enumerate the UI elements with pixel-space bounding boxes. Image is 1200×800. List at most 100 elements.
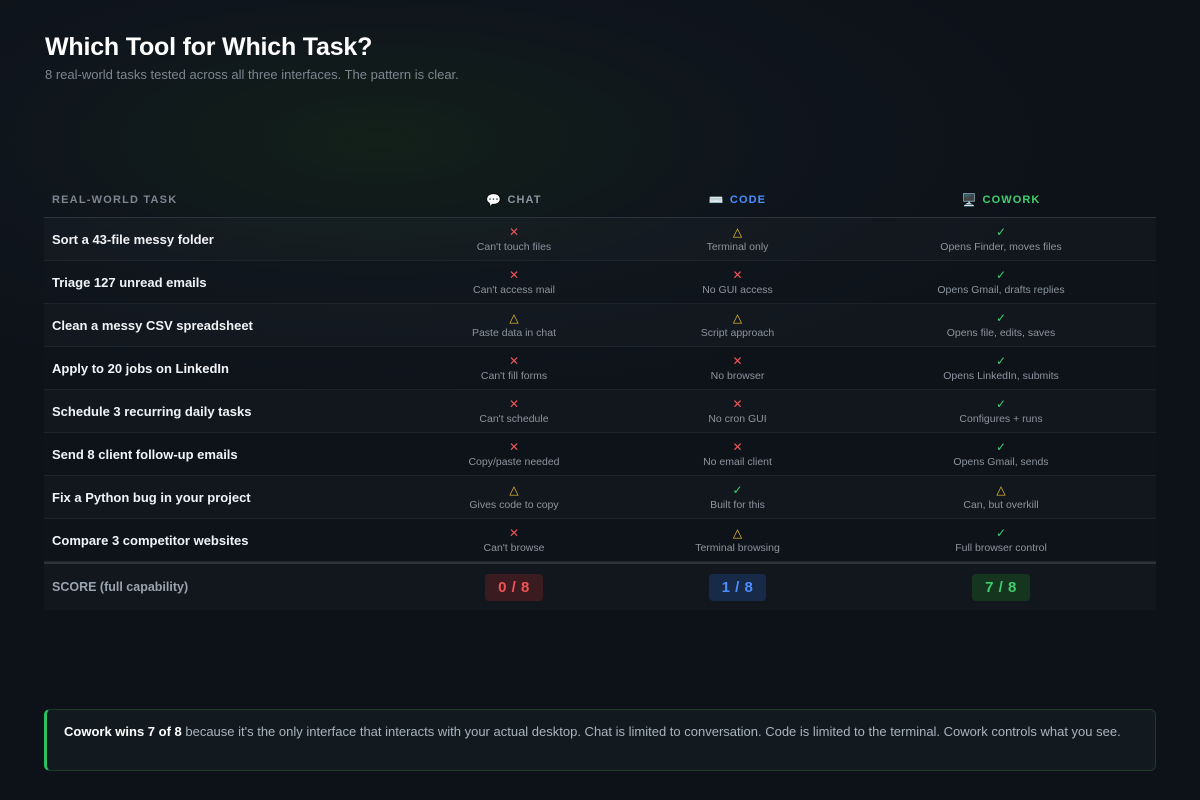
header-chat-label: CHAT (507, 193, 542, 206)
task-label: Apply to 20 jobs on LinkedIn (52, 360, 229, 376)
table-row: Compare 3 competitor websites ✕ Can't brow… (44, 519, 1156, 562)
cross-icon: ✕ (508, 353, 520, 368)
cell-note: Built for this (710, 498, 765, 511)
check-icon: ✓ (732, 482, 743, 497)
cell-note: Gives code to copy (469, 498, 559, 511)
header-code: ⌨️ CODE (629, 193, 846, 207)
cell-chat: △ Paste data in chat (399, 312, 629, 339)
warning-triangle-icon: △ (996, 482, 1006, 497)
check-icon: ✓ (995, 396, 1007, 411)
cell-code: ✕ No GUI access (629, 269, 846, 296)
cell-chat: ✕ Can't access mail (399, 269, 629, 296)
keyboard-icon: ⌨️ (708, 192, 725, 207)
page-title: Which Tool for Which Task? (45, 33, 373, 61)
cell-note: Can't fill forms (480, 369, 548, 382)
cell-chat: ✕ Copy/paste needed (399, 441, 629, 468)
table-row: Schedule 3 recurring daily tasks ✕ Can't s… (44, 390, 1156, 433)
summary-callout: Cowork wins 7 of 8 because it's the only… (44, 709, 1156, 771)
cell-chat: ✕ Can't touch files (399, 226, 629, 253)
table-row: Triage 127 unread emails ✕ Can't access ma… (44, 261, 1156, 304)
score-row: SCORE (full capability) 0 / 8 1 / 8 7 / … (44, 562, 1156, 610)
table-row: Clean a messy CSV spreadsheet △ Paste data… (44, 304, 1156, 347)
cell-cowork: ✓ Opens Finder, moves files (846, 226, 1156, 253)
table-row: Sort a 43-file messy folder ✕ Can't touch … (44, 218, 1156, 261)
header-cowork-label: COWORK (982, 193, 1041, 206)
cell-note: Full browser control (955, 541, 1047, 554)
score-cell-code: 1 / 8 (629, 573, 846, 601)
header-chat: 💬 CHAT (399, 193, 629, 207)
warning-triangle-icon: △ (509, 310, 519, 325)
cell-note: Script approach (700, 326, 775, 339)
warning-triangle-icon: △ (732, 525, 743, 540)
score-cell-cowork: 7 / 8 (846, 573, 1156, 601)
task-label: Send 8 client follow-up emails (52, 446, 238, 462)
cell-note: Can, but overkill (963, 498, 1039, 511)
task-label: Triage 127 unread emails (52, 274, 207, 290)
cross-icon: ✕ (508, 224, 520, 239)
cell-code: ✕ No browser (629, 355, 846, 382)
cell-note: No email client (703, 455, 772, 468)
cell-cowork: ✓ Opens LinkedIn, submits (846, 355, 1156, 382)
cross-icon: ✕ (732, 396, 743, 411)
warning-triangle-icon: △ (509, 482, 519, 497)
cell-chat: △ Gives code to copy (399, 484, 629, 511)
cell-note: Can't touch files (476, 240, 552, 253)
desktop-icon: 🖥️ (961, 192, 978, 207)
chat-bubble-icon: 💬 (486, 192, 503, 207)
cross-icon: ✕ (732, 439, 743, 454)
check-icon: ✓ (995, 353, 1007, 368)
table-header: REAL-WORLD TASK 💬 CHAT ⌨️ CODE 🖥️ COWORK (44, 182, 1156, 218)
cell-code: △ Script approach (629, 312, 846, 339)
cell-chat: ✕ Can't fill forms (399, 355, 629, 382)
header-cowork: 🖥️ COWORK (846, 193, 1156, 207)
cell-code: ✕ No cron GUI (629, 398, 846, 425)
warning-triangle-icon: △ (732, 224, 743, 239)
cell-code: ✓ Built for this (629, 484, 846, 511)
check-icon: ✓ (995, 267, 1007, 282)
cell-note: Can't browse (483, 541, 545, 554)
score-badge-cowork: 7 / 8 (972, 573, 1030, 601)
cell-note: Terminal browsing (695, 541, 780, 554)
cell-cowork: ✓ Opens Gmail, sends (846, 441, 1156, 468)
cell-note: No GUI access (702, 283, 773, 296)
comparison-table: REAL-WORLD TASK 💬 CHAT ⌨️ CODE 🖥️ COWORK… (44, 182, 1156, 610)
cell-note: Can't access mail (473, 283, 555, 296)
cell-code: △ Terminal browsing (629, 527, 846, 554)
warning-triangle-icon: △ (732, 310, 743, 325)
callout-bold: Cowork wins 7 of 8 (64, 724, 182, 739)
score-badge-code: 1 / 8 (708, 573, 767, 601)
check-icon: ✓ (995, 525, 1007, 540)
cell-note: Can't schedule (479, 412, 549, 425)
task-label: Schedule 3 recurring daily tasks (52, 403, 252, 419)
cross-icon: ✕ (508, 439, 520, 454)
cell-chat: ✕ Can't browse (399, 527, 629, 554)
cell-note: Opens Finder, moves files (940, 240, 1062, 253)
task-label: Clean a messy CSV spreadsheet (52, 317, 253, 333)
cross-icon: ✕ (508, 396, 520, 411)
cell-cowork: ✓ Opens Gmail, drafts replies (846, 269, 1156, 296)
table-row: Send 8 client follow-up emails ✕ Copy/past… (44, 433, 1156, 476)
check-icon: ✓ (995, 439, 1007, 454)
cell-note: Opens file, edits, saves (946, 326, 1056, 339)
cell-note: Opens LinkedIn, submits (943, 369, 1059, 382)
cell-code: △ Terminal only (629, 226, 846, 253)
table-body: Sort a 43-file messy folder ✕ Can't touch … (44, 218, 1156, 562)
callout-text: because it's the only interface that int… (181, 724, 1121, 739)
task-label: Fix a Python bug in your project (52, 489, 251, 505)
table-row: Apply to 20 jobs on LinkedIn ✕ Can't fill … (44, 347, 1156, 390)
task-label: Compare 3 competitor websites (52, 532, 249, 548)
cross-icon: ✕ (732, 353, 743, 368)
header-code-label: CODE (729, 193, 767, 206)
score-badge-chat: 0 / 8 (485, 573, 543, 601)
cell-cowork: ✓ Full browser control (846, 527, 1156, 554)
cell-note: Terminal only (706, 240, 769, 253)
cell-note: Configures + runs (959, 412, 1043, 425)
cell-cowork: ✓ Configures + runs (846, 398, 1156, 425)
cell-note: No cron GUI (708, 412, 767, 425)
check-icon: ✓ (995, 224, 1007, 239)
cell-note: Copy/paste needed (468, 455, 560, 468)
check-icon: ✓ (995, 310, 1007, 325)
score-label: SCORE (full capability) (52, 580, 189, 594)
cross-icon: ✕ (508, 267, 520, 282)
task-label: Sort a 43-file messy folder (52, 231, 214, 247)
